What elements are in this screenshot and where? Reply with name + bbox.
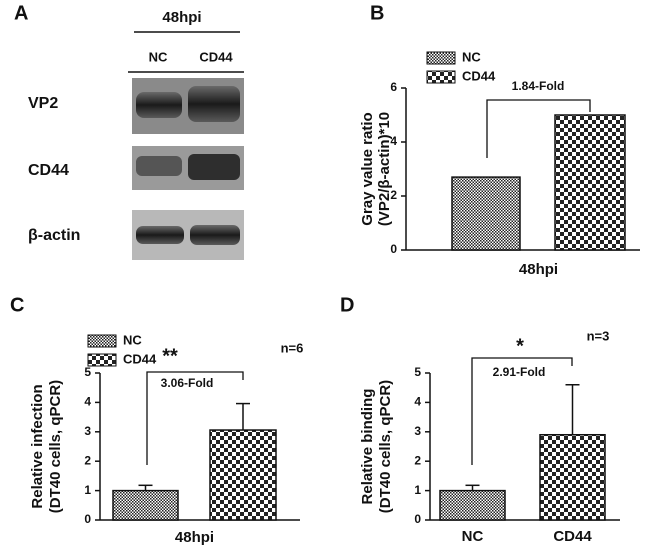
blot-band	[190, 225, 240, 245]
legend-label: CD44	[123, 351, 157, 366]
bar	[554, 114, 626, 251]
x-tick-label: CD44	[553, 528, 592, 545]
lane-label: CD44	[199, 49, 233, 64]
blot-band	[188, 86, 240, 122]
bar	[209, 429, 277, 521]
n-label: n=6	[281, 340, 304, 355]
panel-letter: A	[14, 2, 28, 24]
fold-label: 3.06-Fold	[161, 376, 214, 390]
bar	[439, 489, 506, 521]
panel-letter: D	[340, 294, 354, 316]
bar	[539, 433, 606, 521]
y-tick-label: 2	[414, 453, 421, 467]
x-tick-label: 48hpi	[175, 529, 214, 546]
y-tick-label: 3	[84, 424, 91, 438]
y-tick-label: 1	[414, 483, 421, 497]
significance: **	[162, 345, 178, 367]
y-axis-label: (DT40 cells, qPCR)	[377, 380, 394, 513]
panel-letter: C	[10, 294, 24, 316]
row-label: β-actin	[28, 227, 80, 244]
legend-label: NC	[462, 49, 481, 64]
y-tick-label: 3	[414, 424, 421, 438]
y-axis-label: (VP2/β-actin)*10	[376, 112, 393, 226]
x-tick-label: 48hpi	[519, 261, 558, 278]
blot-band	[188, 154, 240, 180]
y-axis-label: Relative binding	[359, 389, 376, 505]
row-label: VP2	[28, 95, 58, 112]
legend-swatch	[426, 51, 456, 65]
y-tick-label: 0	[84, 512, 91, 526]
bracket	[471, 357, 573, 465]
blot-band	[136, 226, 184, 244]
blot-band	[136, 156, 182, 176]
y-axis-label: Relative infection	[29, 384, 46, 508]
y-tick-label: 0	[390, 242, 397, 256]
blot-band	[136, 92, 182, 118]
significance: *	[516, 335, 524, 357]
blot-title: 48hpi	[162, 9, 201, 26]
fold-label: 2.91-Fold	[493, 365, 546, 379]
y-tick-label: 4	[390, 134, 397, 148]
fold-label: 1.84-Fold	[512, 79, 565, 93]
lane-label: NC	[149, 49, 168, 64]
y-tick-label: 4	[84, 395, 91, 409]
legend-swatch	[426, 70, 456, 84]
panel-letter: B	[370, 2, 384, 24]
n-label: n=3	[587, 328, 610, 343]
y-axis-label: Gray value ratio	[359, 112, 376, 225]
y-tick-label: 1	[84, 483, 91, 497]
x-tick-label: NC	[462, 528, 484, 545]
y-tick-label: 6	[390, 80, 397, 94]
y-tick-label: 4	[414, 395, 421, 409]
y-tick-label: 2	[390, 188, 397, 202]
legend-swatch	[87, 353, 117, 367]
y-tick-label: 5	[84, 365, 91, 379]
legend-label: CD44	[462, 68, 496, 83]
bar	[451, 176, 521, 251]
y-tick-label: 2	[84, 453, 91, 467]
blot-panel: A 48hpi NC CD44 VP2 CD44 β-actin	[14, 2, 244, 260]
y-tick-label: 0	[414, 512, 421, 526]
bar	[112, 489, 179, 521]
bracket	[486, 99, 591, 158]
y-axis-label: (DT40 cells, qPCR)	[47, 380, 64, 513]
legend-label: NC	[123, 332, 142, 347]
bracket	[146, 371, 244, 465]
legend-swatch	[87, 334, 117, 348]
row-label: CD44	[28, 162, 69, 179]
y-tick-label: 5	[414, 365, 421, 379]
